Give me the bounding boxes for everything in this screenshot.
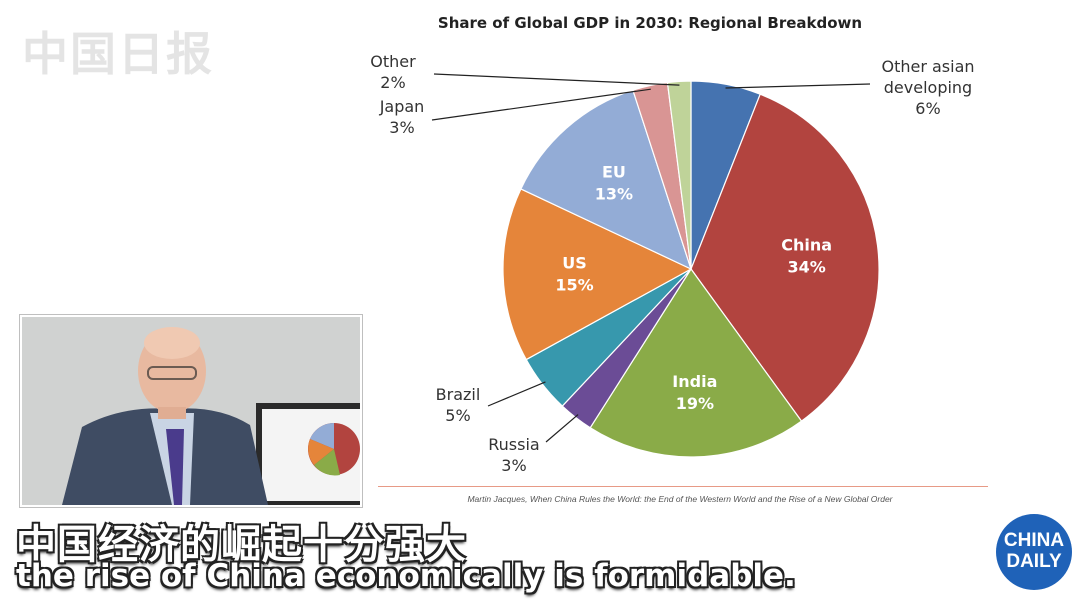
slice-value-other-asian-developing: 6% — [915, 99, 940, 118]
chart-title: Share of Global GDP in 2030: Regional Br… — [437, 14, 863, 32]
slice-label-brazil: Brazil — [436, 385, 481, 404]
slice-label-china: China — [781, 235, 832, 254]
slice-label-other-asian-developing: Other asian — [881, 57, 974, 76]
slice-value-brazil: 5% — [445, 406, 470, 425]
slice-value-eu: 13% — [595, 185, 633, 204]
slice-label-eu: EU — [602, 163, 626, 182]
slice-label-other-asian-developing: developing — [884, 78, 972, 97]
slice-label-india: India — [672, 372, 717, 391]
leader-line-other-asian-developing — [725, 83, 871, 89]
chinese-subtitle: 中国经济的崛起十分强大 — [16, 522, 467, 568]
leader-line-russia — [545, 414, 579, 443]
leader-line-other — [433, 73, 680, 86]
slice-value-india: 19% — [676, 394, 714, 413]
slice-value-other: 2% — [380, 73, 405, 92]
slice-label-japan: Japan — [379, 97, 425, 116]
english-subtitle: the rise of China economically is formid… — [16, 558, 796, 594]
slice-value-russia: 3% — [501, 456, 526, 475]
watermark: 中国日报 — [22, 27, 214, 81]
slice-value-china: 34% — [787, 257, 825, 276]
speaker-picture — [22, 317, 360, 505]
pie-slice-china — [690, 93, 880, 422]
pie-slice-us — [502, 188, 693, 361]
slice-value-us: 15% — [555, 276, 593, 295]
china-daily-logo: CHINA DAILY — [996, 514, 1072, 590]
divider — [378, 486, 988, 487]
source-citation: Martin Jacques, When China Rules the Wor… — [467, 494, 893, 504]
pie-slice-eu — [520, 89, 692, 271]
pie-slice-other — [666, 80, 692, 270]
video-inset[interactable] — [20, 315, 362, 507]
logo-line1: CHINA — [1003, 530, 1065, 551]
leader-line-japan — [431, 88, 651, 121]
slice-value-japan: 3% — [389, 118, 414, 137]
leader-line-brazil — [487, 381, 546, 407]
slice-label-russia: Russia — [488, 435, 539, 454]
slice-label-us: US — [562, 254, 587, 273]
pie-slice-india — [589, 267, 803, 458]
slice-label-other: Other — [370, 52, 416, 71]
logo-line2: DAILY — [1006, 551, 1062, 572]
